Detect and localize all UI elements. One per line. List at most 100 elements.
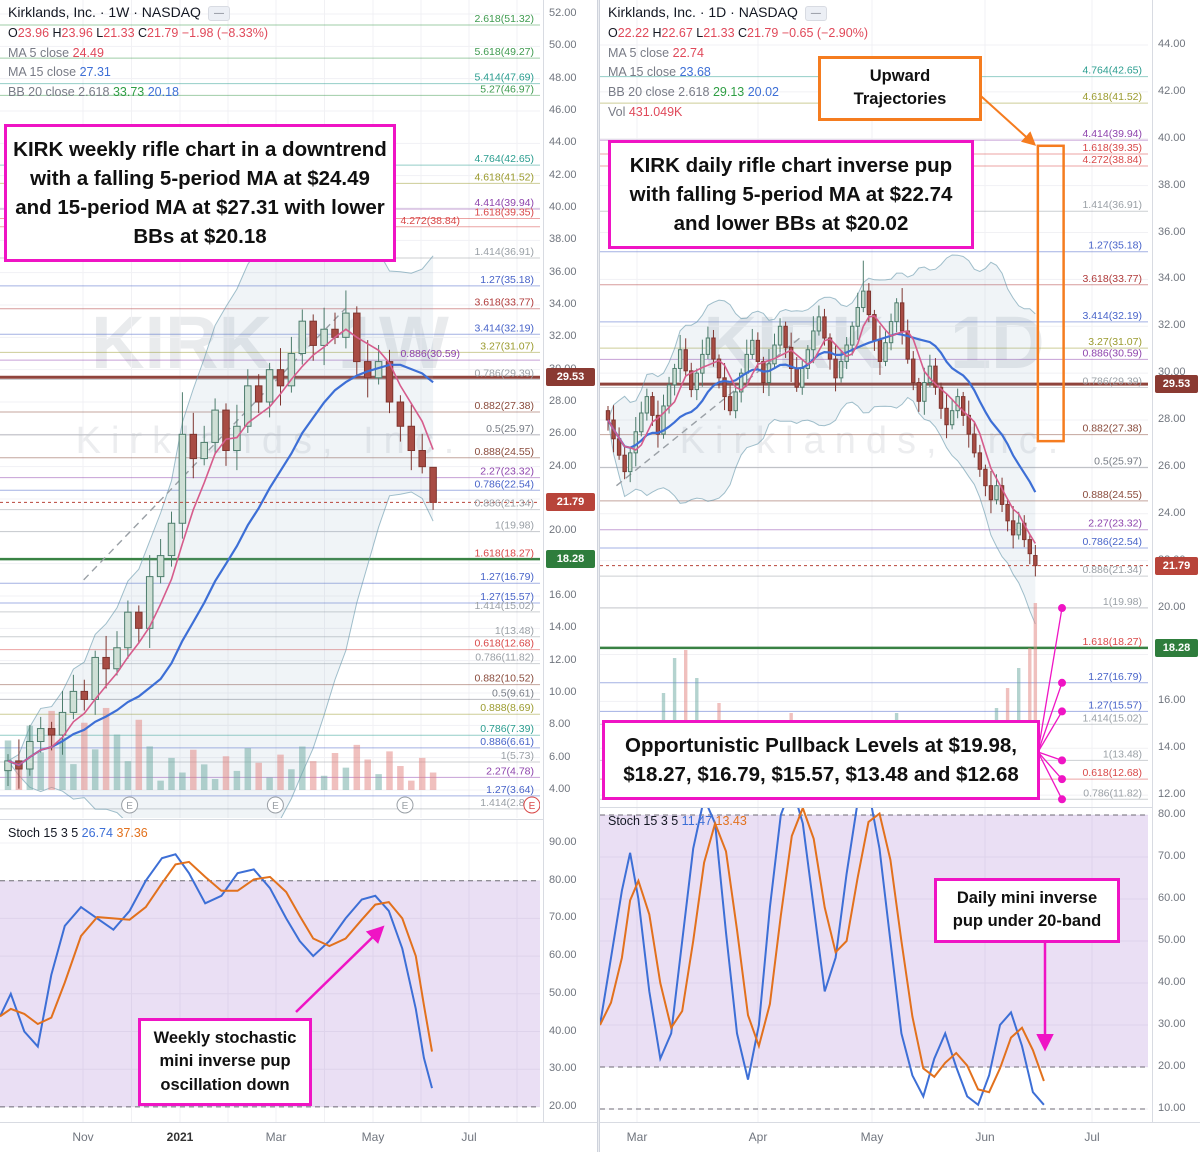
weekly-annotation-box[interactable]: KIRK weekly rifle chart in a downtrend w… [4, 124, 396, 263]
svg-text:1.414(15.02): 1.414(15.02) [1082, 712, 1142, 724]
svg-text:0.882(27.38): 0.882(27.38) [474, 400, 534, 412]
upward-trajectories-box[interactable]: Upward Trajectories [818, 56, 982, 121]
daily-time-axis[interactable]: Mar Apr May Jun Jul [600, 1122, 1200, 1152]
price-tick: 36.00 [549, 265, 577, 278]
svg-text:4.272(38.84): 4.272(38.84) [1082, 154, 1142, 166]
svg-text:1.618(39.35): 1.618(39.35) [1082, 142, 1142, 154]
weekly-stoch-annotation-box[interactable]: Weekly stochastic mini inverse pup oscil… [138, 1018, 312, 1107]
svg-text:3.414(32.19): 3.414(32.19) [1082, 310, 1142, 322]
svg-text:1(19.98): 1(19.98) [495, 520, 534, 532]
svg-text:E: E [126, 801, 133, 812]
price-tick: 34.00 [549, 298, 577, 310]
daily-stoch-annotation-box[interactable]: Daily mini inverse pup under 20-band [934, 878, 1120, 943]
price-tick: 12.00 [1158, 788, 1186, 801]
svg-text:2.27(4.78): 2.27(4.78) [486, 765, 534, 777]
price-tick: 38.00 [549, 233, 577, 246]
svg-text:3.618(33.77): 3.618(33.77) [474, 297, 534, 309]
stoch-tick: 20.00 [1158, 1060, 1186, 1072]
svg-text:1.414(15.02): 1.414(15.02) [474, 600, 534, 612]
svg-text:1.27(16.79): 1.27(16.79) [480, 571, 534, 583]
svg-text:1(13.48): 1(13.48) [495, 625, 534, 637]
pane-separator[interactable] [0, 819, 597, 820]
panel-divider[interactable] [597, 0, 600, 1152]
svg-text:0.886(30.59): 0.886(30.59) [1082, 347, 1142, 359]
price-tick: 52.00 [549, 7, 577, 19]
svg-text:0.786(29.39): 0.786(29.39) [1082, 375, 1142, 387]
svg-text:0.886(6.61): 0.886(6.61) [480, 736, 534, 748]
daily-price-axis[interactable]: 44.00 42.00 40.00 38.00 36.00 34.00 32.00 30.00… [1152, 0, 1200, 1152]
price-tick: 4.00 [549, 783, 571, 796]
stoch-tick: 70.00 [1158, 850, 1186, 862]
time-label: May [860, 1130, 884, 1144]
daily-annotation-box[interactable]: KIRK daily rifle chart inverse pup with … [608, 140, 974, 250]
svg-text:0.786(22.54): 0.786(22.54) [1082, 536, 1142, 548]
price-tick: 6.00 [549, 750, 571, 763]
svg-text:4.414(39.94): 4.414(39.94) [474, 197, 534, 209]
svg-text:0.888(24.55): 0.888(24.55) [1082, 489, 1142, 501]
svg-text:0.618(12.68): 0.618(12.68) [1082, 767, 1142, 779]
daily-legend: Kirklands, Inc. · 1D · NASDAQ — O22.22 H22… [608, 4, 868, 126]
svg-text:1.414(36.91): 1.414(36.91) [1082, 199, 1142, 211]
svg-text:0.618(12.68): 0.618(12.68) [474, 638, 534, 650]
svg-text:1.27(35.18): 1.27(35.18) [1088, 240, 1142, 252]
svg-text:E: E [529, 801, 536, 812]
symbol-title: Kirklands, Inc. · 1W · NASDAQ — [8, 4, 268, 21]
stoch-tick: 50.00 [549, 986, 577, 999]
price-tick: 26.00 [549, 427, 577, 440]
svg-text:0.886(21.34): 0.886(21.34) [1082, 564, 1142, 576]
svg-text:5.618(49.27): 5.618(49.27) [474, 46, 534, 58]
svg-text:5.414(47.69): 5.414(47.69) [474, 72, 534, 84]
stoch-tick: 40.00 [1158, 976, 1186, 988]
svg-text:4.618(41.52): 4.618(41.52) [474, 171, 534, 183]
legend-collapse-button[interactable]: — [207, 5, 230, 21]
weekly-time-axis[interactable]: Nov 2021 Mar May Jul [0, 1122, 597, 1152]
time-label: Mar [265, 1130, 287, 1144]
svg-text:4.618(41.52): 4.618(41.52) [1082, 91, 1142, 103]
time-label: Mar [626, 1130, 648, 1144]
price-tick: 44.00 [549, 136, 577, 149]
stoch-tick: 60.00 [549, 949, 577, 962]
svg-text:3.414(32.19): 3.414(32.19) [474, 322, 534, 334]
svg-text:0.786(29.39): 0.786(29.39) [474, 368, 534, 380]
price-tick: 38.00 [1158, 178, 1186, 191]
time-label: Jul [461, 1130, 477, 1144]
svg-text:4.764(42.65): 4.764(42.65) [1082, 65, 1142, 77]
price-tick: 50.00 [549, 39, 577, 52]
daily-stoch-chart[interactable] [600, 808, 1148, 1122]
stoch-tick: 30.00 [1158, 1018, 1186, 1030]
svg-text:E: E [402, 801, 409, 812]
svg-text:1.27(35.18): 1.27(35.18) [480, 274, 534, 286]
price-tick: 20.00 [549, 524, 577, 537]
svg-text:0.886(21.34): 0.886(21.34) [474, 498, 534, 510]
time-label: Jul [1084, 1130, 1100, 1144]
indicator-row: MA 15 close 23.68 [608, 65, 711, 80]
svg-text:1.618(18.27): 1.618(18.27) [1082, 636, 1142, 648]
price-tick: 40.00 [1158, 131, 1186, 144]
indicator-row: MA 5 close 24.49 [8, 45, 104, 60]
svg-text:1.618(39.35): 1.618(39.35) [474, 207, 534, 219]
weekly-price-axis[interactable]: 52.00 50.00 48.00 46.00 44.00 42.00 40.00 38.00… [543, 0, 597, 1152]
pane-separator[interactable] [600, 807, 1200, 808]
stoch-tick: 30.00 [549, 1062, 577, 1075]
svg-text:1(19.98): 1(19.98) [1103, 596, 1142, 608]
svg-text:0.5(9.61): 0.5(9.61) [492, 687, 534, 699]
ohlc-row: O23.96 H23.96 L21.33 C21.79 −1.98 (−8.33… [8, 25, 268, 40]
svg-text:1.27(16.79): 1.27(16.79) [1088, 671, 1142, 683]
weekly-stoch-legend: Stoch 15 3 5 26.74 37.36 [8, 826, 148, 840]
svg-text:4.272(38.84): 4.272(38.84) [400, 215, 460, 227]
price-tag-18.28: 18.28 [546, 550, 595, 569]
pullback-levels-annotation-box[interactable]: Opportunistic Pullback Levels at $19.98,… [602, 720, 1040, 801]
time-label: 2021 [166, 1130, 194, 1144]
weekly-price-chart[interactable]: 2.618(51.32) 5.618(49.27) 5.414(47.69)5.27… [0, 0, 540, 818]
weekly-chart-panel: KIRK · 1W Kirklands, Inc. 2.618(51.32)5.… [0, 0, 597, 1152]
legend-collapse-button[interactable]: — [804, 5, 827, 21]
svg-text:1.27(15.57): 1.27(15.57) [1088, 699, 1142, 711]
svg-text:5.27(46.97): 5.27(46.97) [480, 83, 534, 95]
svg-text:0.5(25.97): 0.5(25.97) [486, 423, 534, 435]
svg-text:1.618(18.27): 1.618(18.27) [474, 547, 534, 559]
price-tick: 44.00 [1158, 38, 1186, 50]
price-tick: 28.00 [549, 395, 577, 407]
stoch-tick: 80.00 [1158, 808, 1186, 820]
ohlc-row: O22.22 H22.67 L21.33 C21.79 −0.65 (−2.90… [608, 25, 868, 40]
